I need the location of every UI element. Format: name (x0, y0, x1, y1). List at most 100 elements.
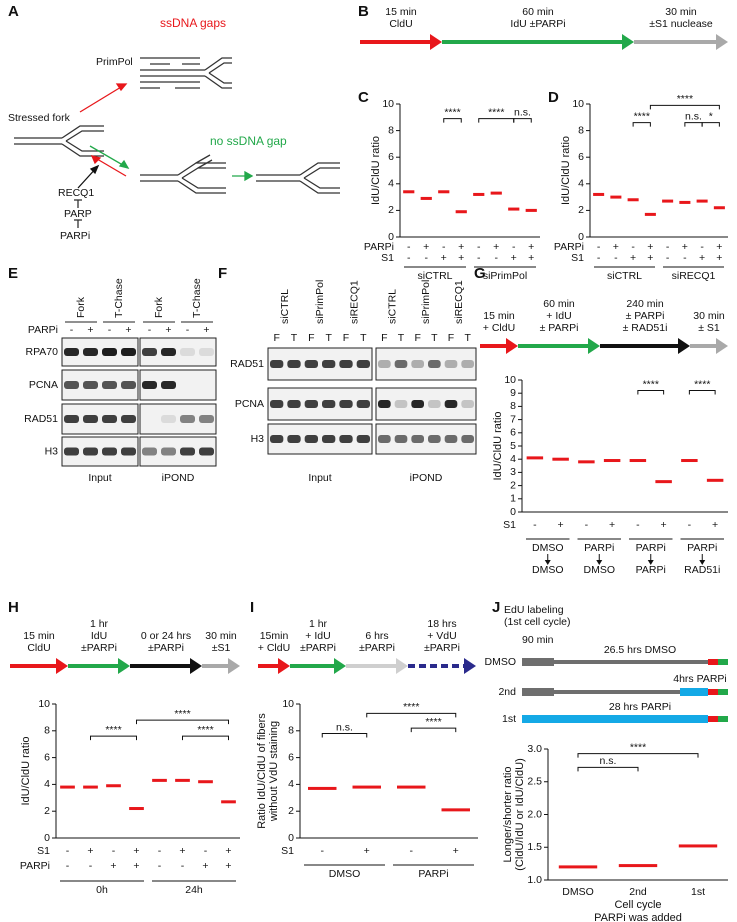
timeline-label: CldU (389, 18, 412, 30)
blot-column-label: Fork (153, 296, 165, 318)
y-tick-label: 6 (288, 751, 294, 763)
blot-band (378, 360, 391, 368)
panel-letter: I (250, 599, 254, 616)
row-mark: + (493, 241, 499, 253)
row-mark: + (528, 252, 534, 264)
blot-band (339, 400, 353, 408)
blot-band (339, 435, 353, 443)
idu-bar (718, 659, 728, 665)
blot-band (461, 360, 474, 368)
panel-letter: G (474, 265, 486, 282)
median-bar (662, 199, 674, 203)
y-tick-label: 10 (38, 698, 50, 710)
timeline-label: ± RAD51i (623, 322, 668, 334)
group-label: siPrimPol (483, 270, 527, 282)
median-bar (152, 778, 167, 782)
blot-band (444, 400, 458, 408)
blot-band (304, 400, 318, 408)
blot-band (199, 447, 214, 456)
lane-label: T (431, 332, 438, 344)
blot-band (394, 400, 408, 408)
panel-letter: D (548, 89, 559, 106)
blot-band (322, 400, 336, 408)
y-tick-label: 4 (578, 178, 584, 190)
blot-band (461, 400, 474, 408)
blot-band (83, 381, 98, 389)
y-tick-label: 9 (510, 387, 516, 399)
row-mark: + (441, 252, 447, 264)
panel-letter: E (8, 265, 18, 282)
row-mark: - (666, 252, 670, 264)
median-bar (397, 785, 426, 789)
condition-label: DMSO (485, 656, 517, 668)
significance-label: **** (105, 724, 121, 736)
pulse-bar (680, 688, 708, 696)
timeline-label: 18 hrs (427, 618, 456, 630)
timeline-arrowhead (588, 338, 600, 354)
significance-bracket (321, 732, 368, 738)
lane-label: F (308, 332, 314, 344)
edu-bar (522, 688, 554, 696)
blot-frame (267, 423, 373, 455)
idu-bar (718, 689, 728, 695)
timeline-label: 0 or 24 hrs (141, 630, 191, 642)
significance-bracket (701, 122, 720, 127)
blot-column-label: siRECQ1 (348, 280, 360, 324)
panel-letter: A (8, 3, 19, 20)
median-bar (655, 480, 672, 484)
blot-column-label: T-Chase (113, 278, 125, 318)
median-bar (610, 195, 622, 199)
median-bar (696, 199, 708, 203)
median-bar (706, 478, 724, 482)
timeline-label: 1 hr (309, 618, 328, 630)
blot-band (121, 348, 136, 356)
median-bar (552, 457, 569, 461)
blot-band (428, 360, 441, 368)
timeline-label: 15 min (483, 310, 515, 322)
row-mark: + (699, 252, 705, 264)
y-tick-label: 4 (44, 778, 50, 790)
blot-band (287, 435, 301, 443)
row-label: S1 (37, 845, 50, 857)
median-bar (441, 808, 470, 812)
lane-label: T (464, 332, 471, 344)
pulse-bar (522, 715, 708, 723)
blot-band (356, 435, 370, 443)
y-tick-label: 6 (388, 151, 394, 163)
y-axis-label: IdU/CldU ratio (20, 736, 32, 805)
row-mark: + (458, 252, 464, 264)
row-mark: - (597, 252, 601, 264)
row-mark: + (87, 845, 93, 857)
blot-band (428, 400, 441, 408)
group-arrowhead (596, 560, 603, 565)
blot-band (444, 435, 458, 443)
x-axis-label: PARPi was added (594, 912, 682, 922)
no-gap-label: no ssDNA gap (210, 134, 287, 148)
row-label: PARPi (364, 241, 394, 253)
y-tick-label: 2 (510, 479, 516, 491)
idu-bar (718, 716, 728, 722)
lane-label: F (273, 332, 279, 344)
group-label: 24h (185, 884, 203, 896)
blot-band (83, 447, 98, 456)
group-label: siCTRL (607, 270, 642, 282)
blot-band (322, 435, 336, 443)
timeline-label: 15 min (385, 6, 417, 18)
median-bar (129, 807, 144, 811)
blot-frame (375, 387, 477, 421)
timeline-label: ±PARPi (300, 642, 336, 654)
timeline-label: 60 min (522, 6, 554, 18)
row-mark: + (458, 241, 464, 253)
blot-band (102, 348, 117, 356)
blot-band (102, 447, 117, 456)
row-mark: + (133, 845, 139, 857)
timeline-label: ±PARPi (148, 642, 184, 654)
significance-label: n.s. (600, 755, 617, 767)
group-label: DMSO (329, 868, 361, 880)
blot-row-label: RAD51 (230, 358, 264, 370)
blot-band (304, 435, 318, 443)
group-label: PARPi (636, 564, 666, 576)
cldu-bar (708, 689, 718, 695)
blot-band (64, 381, 79, 389)
significance-bracket (443, 118, 462, 123)
